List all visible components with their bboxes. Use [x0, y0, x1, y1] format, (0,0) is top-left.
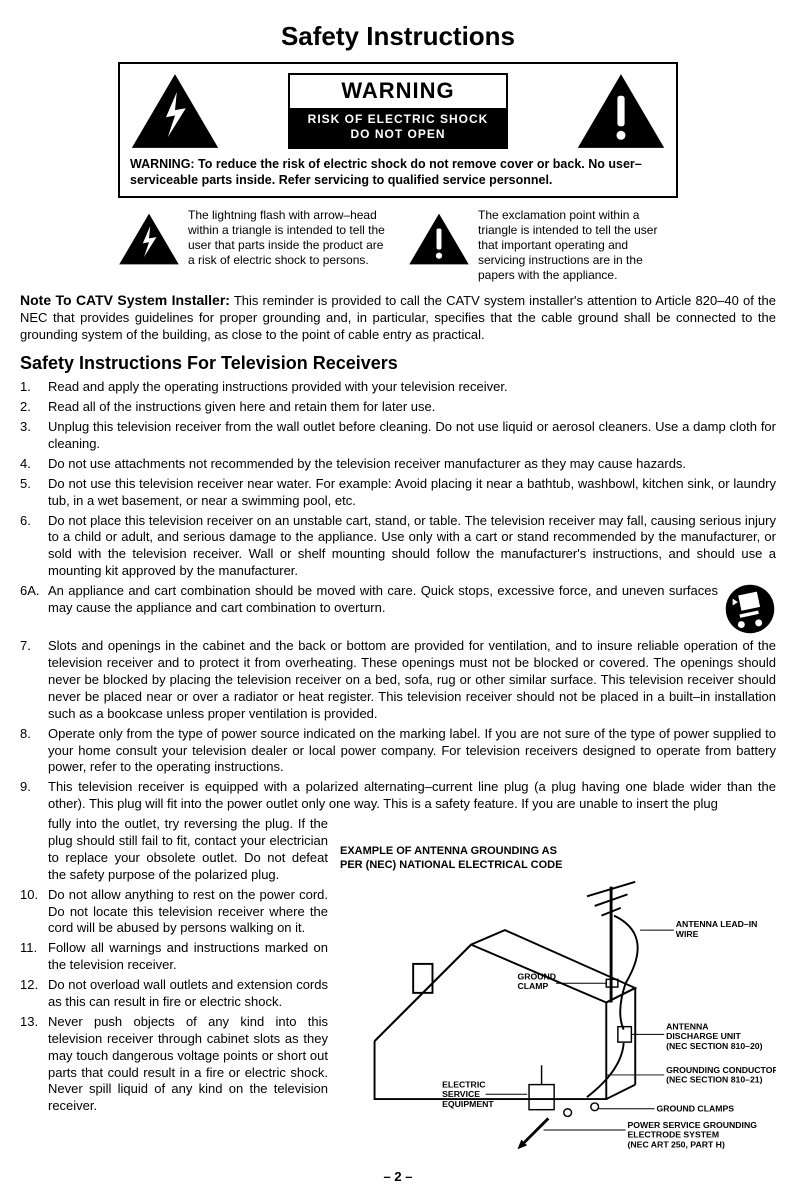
- list-item: 4.Do not use attachments not recommended…: [20, 456, 776, 473]
- item-num: 6A.: [20, 583, 48, 635]
- page-title: Safety Instructions: [20, 20, 776, 54]
- cart-tipping-icon: [724, 583, 776, 635]
- list-item: 13.Never push objects of any kind into t…: [20, 1014, 328, 1115]
- item-num: 7.: [20, 638, 48, 722]
- diagram-title-l2: PER (NEC) NATIONAL ELECTRICAL CODE: [340, 859, 562, 871]
- item-text: Follow all warnings and instructions mar…: [48, 940, 328, 974]
- list-item: 1.Read and apply the operating instructi…: [20, 379, 776, 396]
- svg-text:GROUND CLAMPS: GROUND CLAMPS: [656, 1103, 734, 1113]
- item-text: Unplug this television receiver from the…: [48, 419, 776, 453]
- svg-text:(NEC SECTION 810–20): (NEC SECTION 810–20): [666, 1041, 762, 1051]
- item-text: This television receiver is equipped wit…: [48, 779, 776, 813]
- item-num: 10.: [20, 887, 48, 938]
- warning-top-row: WARNING RISK OF ELECTRIC SHOCK DO NOT OP…: [130, 72, 666, 150]
- item-num: 8.: [20, 726, 48, 777]
- warning-black-banner: RISK OF ELECTRIC SHOCK DO NOT OPEN: [290, 108, 506, 147]
- symbol-lightning-text: The lightning flash with arrow–head with…: [188, 208, 388, 283]
- item-text: Do not use this television receiver near…: [48, 476, 776, 510]
- item9-cont: fully into the outlet, try reversing the…: [48, 816, 328, 884]
- item-num: [20, 816, 48, 884]
- list-item: 11.Follow all warnings and instructions …: [20, 940, 328, 974]
- item-num: 9.: [20, 779, 48, 813]
- item-text: Operate only from the type of power sour…: [48, 726, 776, 777]
- lower-left-col: fully into the outlet, try reversing the…: [20, 816, 328, 1161]
- list-item: 2.Read all of the instructions given her…: [20, 399, 776, 416]
- item-num: 13.: [20, 1014, 48, 1115]
- svg-text:ELECTRODE SYSTEM: ELECTRODE SYSTEM: [628, 1129, 720, 1139]
- svg-text:GROUND: GROUND: [517, 971, 556, 981]
- list-item: 12.Do not overload wall outlets and exte…: [20, 977, 328, 1011]
- section-title: Safety Instructions For Television Recei…: [20, 352, 776, 375]
- item-num: 6.: [20, 513, 48, 581]
- symbol-row: The lightning flash with arrow–head with…: [118, 208, 678, 283]
- item-num: 2.: [20, 399, 48, 416]
- catv-lead: Note To CATV System Installer:: [20, 292, 230, 308]
- grounding-diagram: ANTENNA LEAD–IN WIRE GROUND CLAMP ANTENN…: [340, 877, 776, 1157]
- warning-text-lead: WARNING:: [130, 157, 195, 171]
- warning-black-line2: DO NOT OPEN: [292, 127, 504, 143]
- item-num: 11.: [20, 940, 48, 974]
- lower-right-col: EXAMPLE OF ANTENNA GROUNDING AS PER (NEC…: [340, 816, 776, 1161]
- svg-text:ANTENNA LEAD–IN: ANTENNA LEAD–IN: [676, 919, 758, 929]
- item-num: 4.: [20, 456, 48, 473]
- symbol-exclaim: The exclamation point within a triangle …: [408, 208, 678, 283]
- svg-text:SERVICE: SERVICE: [442, 1089, 480, 1099]
- item-text: Do not place this television receiver on…: [48, 513, 776, 581]
- svg-text:ELECTRIC: ELECTRIC: [442, 1079, 486, 1089]
- svg-text:EQUIPMENT: EQUIPMENT: [442, 1098, 494, 1108]
- svg-text:GROUNDING CONDUCTORS: GROUNDING CONDUCTORS: [666, 1065, 776, 1075]
- instruction-list-left: fully into the outlet, try reversing the…: [20, 816, 328, 1115]
- list-item: 8.Operate only from the type of power so…: [20, 726, 776, 777]
- warning-text-body: To reduce the risk of electric shock do …: [130, 157, 642, 187]
- diagram-title: EXAMPLE OF ANTENNA GROUNDING AS PER (NEC…: [340, 844, 776, 873]
- list-item: 6.Do not place this television receiver …: [20, 513, 776, 581]
- item-num: 12.: [20, 977, 48, 1011]
- item-text: Do not use attachments not recommended b…: [48, 456, 776, 473]
- warning-header: WARNING: [290, 75, 506, 108]
- item-text: An appliance and cart combination should…: [48, 583, 724, 635]
- svg-text:(NEC SECTION 810–21): (NEC SECTION 810–21): [666, 1074, 762, 1084]
- lightning-triangle-icon: [130, 72, 220, 150]
- svg-text:CLAMP: CLAMP: [517, 981, 548, 991]
- list-item-6a: 6A. An appliance and cart combination sh…: [20, 583, 776, 635]
- item-text: Do not allow anything to rest on the pow…: [48, 887, 328, 938]
- warning-text: WARNING: To reduce the risk of electric …: [130, 156, 666, 189]
- warning-black-line1: RISK OF ELECTRIC SHOCK: [292, 112, 504, 128]
- diagram-title-l1: EXAMPLE OF ANTENNA GROUNDING AS: [340, 845, 557, 857]
- item-num: 5.: [20, 476, 48, 510]
- svg-text:WIRE: WIRE: [676, 929, 699, 939]
- instruction-list: 1.Read and apply the operating instructi…: [20, 379, 776, 813]
- page-number: – 2 –: [20, 1169, 776, 1186]
- item-num: 1.: [20, 379, 48, 396]
- catv-note: Note To CATV System Installer: This remi…: [20, 291, 776, 344]
- svg-text:ANTENNA: ANTENNA: [666, 1021, 709, 1031]
- item-text: Do not overload wall outlets and extensi…: [48, 977, 328, 1011]
- list-item: 10.Do not allow anything to rest on the …: [20, 887, 328, 938]
- item-text: Slots and openings in the cabinet and th…: [48, 638, 776, 722]
- svg-text:(NEC ART 250, PART H): (NEC ART 250, PART H): [628, 1139, 725, 1149]
- list-item: fully into the outlet, try reversing the…: [20, 816, 328, 884]
- list-item: 3.Unplug this television receiver from t…: [20, 419, 776, 453]
- list-item: 7.Slots and openings in the cabinet and …: [20, 638, 776, 722]
- symbol-lightning: The lightning flash with arrow–head with…: [118, 208, 388, 283]
- item-text: Read and apply the operating instruction…: [48, 379, 776, 396]
- list-item: 5.Do not use this television receiver ne…: [20, 476, 776, 510]
- svg-text:DISCHARGE UNIT: DISCHARGE UNIT: [666, 1031, 741, 1041]
- warning-box: WARNING RISK OF ELECTRIC SHOCK DO NOT OP…: [118, 62, 678, 199]
- lower-columns: fully into the outlet, try reversing the…: [20, 816, 776, 1161]
- item-text: Read all of the instructions given here …: [48, 399, 776, 416]
- exclamation-triangle-icon: [576, 72, 666, 150]
- warning-center-panel: WARNING RISK OF ELECTRIC SHOCK DO NOT OP…: [288, 73, 508, 149]
- symbol-exclaim-text: The exclamation point within a triangle …: [478, 208, 678, 283]
- lightning-triangle-small-icon: [118, 212, 180, 266]
- item-text: Never push objects of any kind into this…: [48, 1014, 328, 1115]
- svg-text:POWER SERVICE GROUNDING: POWER SERVICE GROUNDING: [628, 1120, 758, 1130]
- exclamation-triangle-small-icon: [408, 212, 470, 266]
- list-item: 9.This television receiver is equipped w…: [20, 779, 776, 813]
- item-num: 3.: [20, 419, 48, 453]
